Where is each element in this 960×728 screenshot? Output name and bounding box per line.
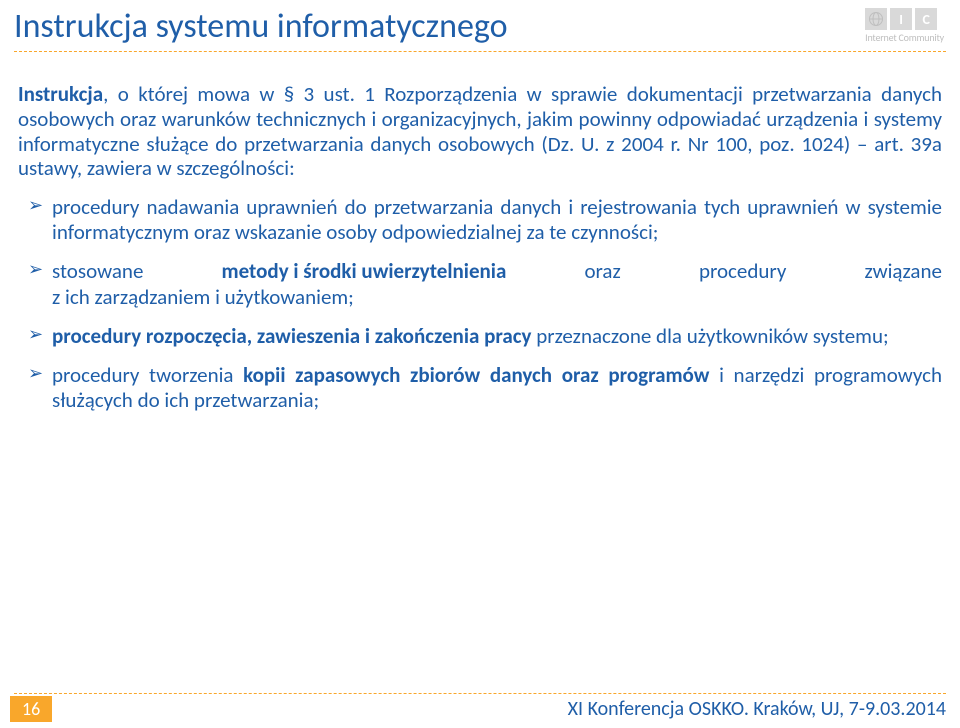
list-item: stosowane metody i środki uwierzytelnien…: [18, 259, 942, 309]
bullet-w2: oraz: [584, 259, 620, 284]
intro-body: , o której mowa w § 3 ust. 1 Rozporządze…: [18, 81, 942, 181]
bullet-list: procedury nadawania uprawnień do przetwa…: [18, 195, 942, 413]
bullet-w1: stosowane: [52, 259, 143, 284]
footer-divider: [14, 693, 946, 694]
bullet-post: przeznaczone dla użytkowników systemu;: [531, 323, 888, 349]
page-number: 16: [10, 696, 52, 722]
page-title: Instrukcja systemu informatycznego: [14, 6, 508, 47]
logo: I C Internet Community: [865, 8, 944, 44]
intro-paragraph: Instrukcja, o której mowa w § 3 ust. 1 R…: [18, 82, 942, 181]
logo-subtitle: Internet Community: [865, 31, 944, 44]
list-item: procedury tworzenia kopii zapasowych zbi…: [18, 363, 942, 413]
bullet-bold: metody i środki uwierzytelnienia: [222, 259, 507, 284]
globe-icon: [865, 8, 887, 30]
content: Instrukcja, o której mowa w § 3 ust. 1 R…: [0, 52, 960, 413]
conference-info: XI Konferencja OSKKO. Kraków, UJ, 7-9.03…: [568, 697, 946, 721]
footer: 16 XI Konferencja OSKKO. Kraków, UJ, 7-9…: [0, 693, 960, 728]
bullet-line2: z ich zarządzaniem i użytkowaniem;: [52, 284, 354, 310]
bullet-bold: kopii zapasowych zbiorów danych oraz pro…: [243, 362, 709, 388]
list-item: procedury rozpoczęcia, zawieszenia i zak…: [18, 324, 942, 349]
bullet-text: procedury nadawania uprawnień do przetwa…: [52, 194, 942, 245]
bullet-w3: procedury: [699, 259, 786, 284]
list-item: procedury nadawania uprawnień do przetwa…: [18, 195, 942, 245]
intro-lead: Instrukcja: [18, 81, 103, 107]
bullet-bold: procedury rozpoczęcia, zawieszenia i zak…: [52, 323, 531, 349]
logo-letter-c: C: [915, 8, 937, 30]
bullet-w4: związane: [865, 259, 942, 284]
logo-letter-i: I: [890, 8, 912, 30]
bullet-pre: procedury tworzenia: [52, 362, 243, 388]
